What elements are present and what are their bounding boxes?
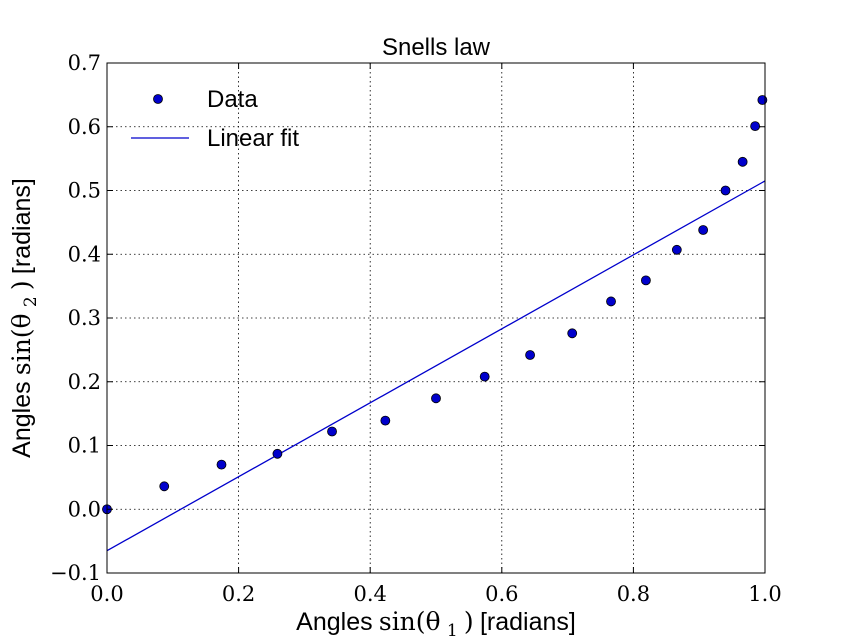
data-point	[641, 275, 651, 286]
data-point	[216, 459, 227, 470]
data-point	[159, 481, 170, 492]
x-tick-label: 0.0	[90, 582, 123, 606]
legend-fit-label: Linear fit	[207, 125, 299, 152]
data-point	[720, 185, 731, 196]
legend-data-marker	[153, 94, 163, 104]
x-axis-label-subscript: 1	[447, 621, 458, 637]
data-point	[606, 296, 616, 307]
data-point	[750, 121, 761, 132]
y-axis-label-subscript: 2	[21, 296, 41, 307]
data-point	[757, 95, 768, 105]
y-tick-label: 0.4	[68, 242, 101, 266]
x-tick-label: 1.0	[748, 582, 781, 606]
linear-fit-line	[106, 180, 766, 552]
y-tick-label: 0.6	[68, 115, 101, 139]
legend-data-label: Data	[207, 86, 258, 113]
x-tick-label: 0.6	[485, 582, 518, 606]
data-point	[525, 350, 535, 360]
x-axis-label: Angles sin(θ 1 ) [radians]	[296, 607, 576, 637]
x-axis-label-prefix: Angles	[296, 608, 372, 636]
grid	[107, 63, 765, 573]
data-point	[567, 328, 578, 339]
x-tick-label: 0.4	[353, 582, 386, 606]
x-axis-label-math: sin(θ	[379, 607, 441, 636]
data-point	[698, 225, 709, 235]
y-axis-label-math: sin(θ	[7, 313, 36, 375]
y-tick-label: 0.3	[68, 306, 101, 330]
y-axis-label: Angles sin(θ 2 ) [radians]	[7, 178, 42, 458]
y-axis-label-suffix: [radians]	[8, 178, 36, 274]
y-tick-label: 0.0	[68, 497, 101, 521]
x-tick-label: 0.8	[617, 582, 650, 606]
y-tick-label: 0.1	[68, 434, 101, 458]
data-point	[380, 415, 391, 426]
y-tick-label: 0.2	[68, 370, 101, 394]
y-tick-label: 0.7	[68, 51, 101, 75]
axis-ticks: 0.0 0.2 0.4 0.6 0.8 1.0−0.10.00.10.20.30.40.5…	[50, 51, 782, 606]
data-point	[671, 244, 682, 255]
fit-line-layer	[106, 180, 766, 552]
x-axis-label-close: )	[464, 607, 474, 636]
data-point	[272, 448, 283, 459]
chart-title: Snells law	[382, 34, 491, 61]
y-tick-label: 0.5	[68, 179, 101, 203]
data-point	[737, 156, 748, 167]
y-tick-label: −0.1	[50, 561, 101, 585]
x-axis-label-suffix: [radians]	[480, 608, 576, 636]
data-markers	[102, 95, 768, 515]
y-axis-label-close: )	[7, 280, 36, 290]
y-axis-label-prefix: Angles	[8, 381, 36, 457]
x-tick-label: 0.2	[222, 582, 255, 606]
data-point	[327, 426, 337, 437]
data-point	[479, 371, 490, 382]
legend: Data Linear fit	[131, 86, 299, 152]
data-point	[431, 393, 441, 404]
